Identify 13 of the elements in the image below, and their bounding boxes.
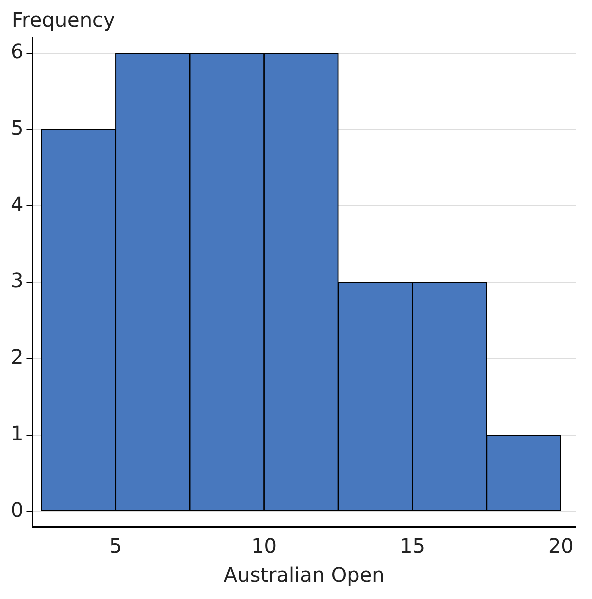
y-tick-label: 1 [10, 422, 24, 446]
x-axis-title: Australian Open [224, 563, 385, 588]
y-tick-label: 0 [10, 498, 24, 522]
y-tick-label: 2 [10, 345, 24, 370]
y-axis-title: Frequency [12, 8, 116, 32]
y-tick-label: 6 [10, 39, 24, 64]
y-tick-label: 3 [10, 268, 24, 293]
y-tick-label: 4 [10, 192, 24, 216]
x-tick-label: 5 [109, 534, 122, 558]
x-tick-label: 10 [252, 534, 278, 558]
x-tick-label: 15 [400, 534, 426, 558]
y-tick-label: 5 [10, 116, 24, 140]
x-tick-label: 20 [548, 534, 574, 558]
